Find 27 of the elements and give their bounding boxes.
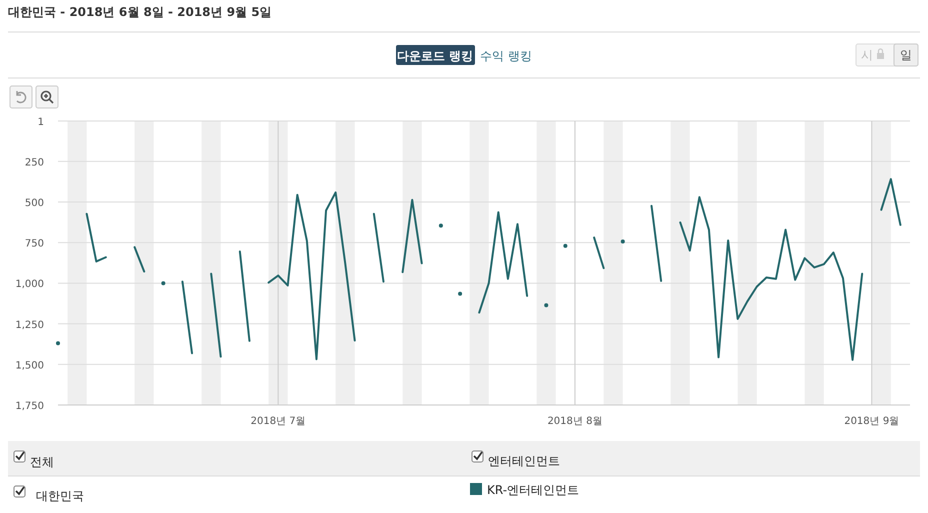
legend-label: KR-엔터테인먼트 xyxy=(487,483,580,497)
y-tick-label: 1,000 xyxy=(15,279,44,290)
point xyxy=(563,244,568,248)
y-tick-label: 1,250 xyxy=(15,320,44,331)
y-tick-label: 500 xyxy=(24,198,44,210)
point xyxy=(161,281,166,286)
y-tick-label: 750 xyxy=(24,238,44,250)
text: 전체 xyxy=(30,455,54,469)
y-tick-label: 1,750 xyxy=(15,401,44,412)
text: 다운로드 랭킹 xyxy=(396,49,474,63)
chart-title: 대한민국 - 2018년 6월 8일 - 2018년 9월 5일 xyxy=(8,5,272,19)
point xyxy=(438,224,443,228)
text: 일 xyxy=(900,48,912,62)
point xyxy=(544,303,548,308)
y-tick-label: 1,500 xyxy=(15,360,44,372)
x-tick-label: 2018년 7월 xyxy=(250,416,306,427)
text: 엔터테인먼트 xyxy=(488,454,560,468)
point xyxy=(458,292,462,296)
text: 대한민국 xyxy=(36,489,84,503)
x-tick-label: 2018년 8월 xyxy=(547,416,602,427)
point xyxy=(620,239,625,244)
y-tick-label: 250 xyxy=(24,157,44,168)
text: 수익 랭킹 xyxy=(480,49,532,63)
x-tick-label: 2018년 9월 xyxy=(844,416,900,427)
y-tick-label: 1 xyxy=(38,117,44,128)
point xyxy=(56,341,60,346)
text: 시 xyxy=(861,48,873,62)
